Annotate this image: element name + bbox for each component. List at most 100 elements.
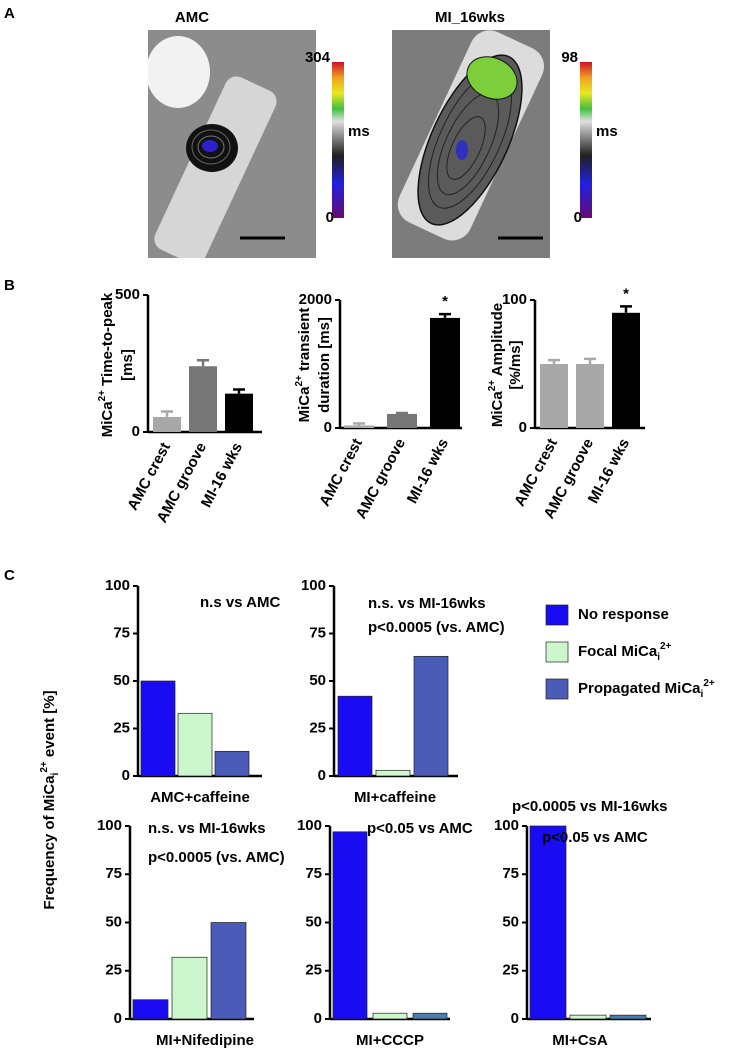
legend-swatch [545, 678, 569, 700]
x-axis-label: MI+CCCP [356, 1032, 424, 1049]
annotation: p<0.0005 (vs. AMC) [148, 849, 285, 866]
significance-marker: * [442, 293, 448, 310]
text-part: [ms] [119, 349, 136, 381]
bar [189, 366, 217, 432]
error-bar [396, 411, 408, 415]
colorbar-unit: ms [596, 123, 618, 140]
y-tick-label: 100 [301, 577, 326, 594]
x-tick-label: MI-16 wks [404, 436, 452, 507]
text-part: No response [578, 606, 669, 623]
bar [413, 655, 449, 777]
text-part: event [%] [41, 690, 58, 761]
text-part: MiCa [489, 391, 506, 427]
annotation: n.s vs AMC [200, 594, 280, 611]
error-bar [584, 357, 596, 364]
y-tick-label: 75 [309, 624, 326, 641]
legend-label: Focal MiCai2+ [578, 641, 672, 663]
colorbar [580, 62, 592, 218]
bar [225, 393, 253, 432]
panel-label: C [4, 567, 15, 584]
error-bar [233, 388, 245, 394]
y-tick-label: 100 [502, 291, 527, 308]
y-tick-label: 50 [113, 672, 130, 689]
panel-label: B [4, 277, 15, 294]
y-axis-label: MiCa2+ Amplitude [487, 303, 506, 427]
image-title: AMC [175, 9, 209, 26]
y-tick-label: 0 [318, 767, 326, 784]
legend-swatch [545, 641, 569, 663]
y-tick-label: 75 [113, 624, 130, 641]
bar [153, 416, 181, 432]
annotation: n.s. vs MI-16wks [368, 595, 486, 612]
bar [609, 1014, 647, 1020]
text-part: i [657, 652, 660, 663]
y-axis-label: Frequency of MiCai2+ event [%] [39, 690, 61, 909]
y-tick-label: 50 [309, 672, 326, 689]
y-tick-label: 2000 [299, 291, 332, 308]
text-part: MiCa [296, 386, 313, 422]
error-bar [197, 358, 209, 367]
bar [569, 1014, 607, 1020]
bar [375, 769, 411, 777]
bar [412, 1012, 448, 1020]
colorbar-tick-label: 0 [326, 209, 334, 226]
y-tick-label: 0 [519, 419, 527, 436]
y-tick-label: 0 [114, 1010, 122, 1027]
bar [132, 999, 169, 1020]
text-part: [%/ms] [507, 340, 524, 389]
colorbar-tick-label: 98 [561, 49, 578, 66]
y-tick-label: 25 [105, 962, 122, 979]
annotation: p<0.0005 vs MI-16wks [512, 798, 668, 815]
text-part: Focal MiCa [578, 643, 658, 660]
y-tick-label: 25 [305, 962, 322, 979]
text-part: duration [ms] [316, 317, 333, 413]
bar [332, 831, 368, 1020]
mi-image [392, 30, 550, 258]
y-tick-label: 0 [314, 1010, 322, 1027]
legend-swatch [545, 604, 569, 626]
y-axis-label: MiCa2+ Time-to-peak [97, 292, 116, 437]
x-axis-label: MI+CsA [552, 1032, 608, 1049]
legend-label: No response [578, 606, 669, 623]
annotation: p<0.0005 (vs. AMC) [368, 619, 505, 636]
bar [214, 750, 250, 777]
text-part: MiCa [99, 401, 116, 437]
bar [372, 1012, 408, 1020]
bar [612, 312, 640, 428]
y-tick-label: 75 [105, 865, 122, 882]
colorbar-unit: ms [348, 123, 370, 140]
y-tick-label: 0 [511, 1010, 519, 1027]
text-part: 2+ [703, 678, 715, 689]
y-tick-label: 25 [309, 719, 326, 736]
y-tick-label: 50 [105, 913, 122, 930]
y-tick-label: 100 [494, 817, 519, 834]
text-part: 2+ [97, 390, 108, 402]
x-tick-label: AMC crest [316, 436, 366, 509]
text-part: i [701, 689, 704, 700]
text-part: 2+ [39, 761, 50, 773]
bar [344, 425, 374, 428]
error-bar [439, 312, 451, 318]
text-part: Amplitude [489, 303, 506, 380]
bar [540, 364, 568, 428]
text-part: 2+ [294, 375, 305, 387]
colorbar-tick-label: 304 [305, 49, 331, 66]
image-title: MI_16wks [435, 9, 505, 26]
bar [171, 956, 208, 1020]
text-part: i [50, 772, 61, 775]
bar [529, 825, 567, 1020]
x-axis-label: MI+Nifedipine [156, 1032, 254, 1049]
annotation: p<0.05 vs AMC [542, 829, 648, 846]
y-axis-label: [%/ms] [507, 340, 524, 389]
y-tick-label: 25 [502, 962, 519, 979]
y-tick-label: 50 [502, 913, 519, 930]
colorbar [332, 62, 344, 218]
text-part: 2+ [487, 380, 498, 392]
text-part: transient [296, 308, 313, 376]
error-bar [620, 305, 632, 313]
bar [337, 695, 373, 777]
bar [140, 680, 176, 777]
text-part: Propagated MiCa [578, 680, 701, 697]
